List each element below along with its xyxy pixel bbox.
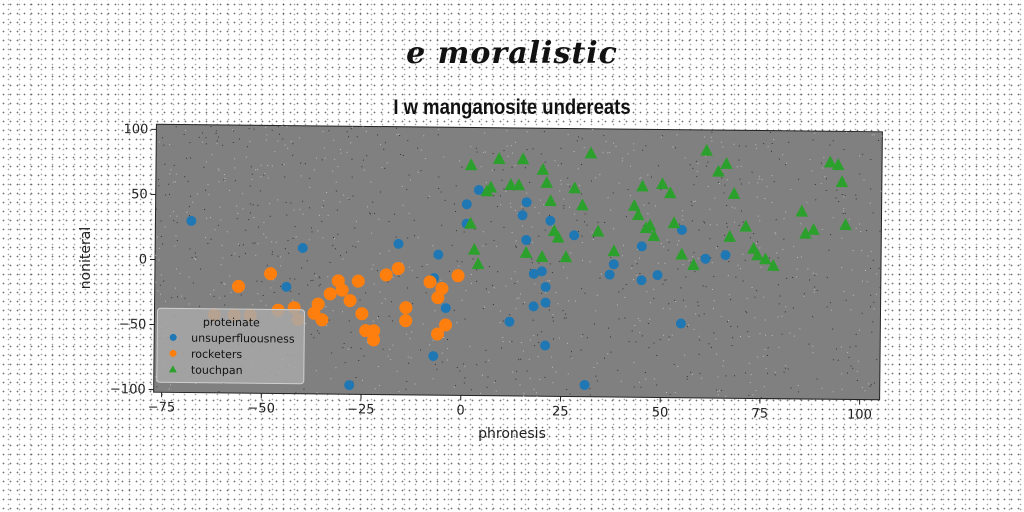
y-tick-label: 100: [123, 122, 148, 137]
x-tick-label: −50: [247, 401, 275, 416]
y-tick-label: 50: [131, 187, 148, 202]
x-tick-label: −75: [148, 400, 176, 415]
legend-label-unsuperfluousness: unsuperfluousness: [191, 332, 295, 346]
x-tick-label: 25: [552, 404, 569, 419]
x-tick-label: 50: [652, 405, 669, 420]
x-axis-label: phronesis: [478, 426, 546, 442]
x-tick-label: 100: [847, 407, 872, 422]
y-tick-label: −100: [110, 382, 146, 397]
y-tick-label: −50: [119, 317, 147, 332]
y-tick-label: 0: [139, 252, 147, 267]
legend-title: proteinate: [203, 316, 260, 330]
x-tick-label: −25: [347, 402, 375, 417]
x-tick-label: 75: [751, 406, 768, 421]
legend-label-rocketers: rocketers: [191, 348, 243, 362]
chart-rotated-group: −75 −50 −25 0 25 50 75 100 −100 −50 0 50 100 protein…: [110, 122, 883, 423]
legend-label-touchpan: touchpan: [191, 364, 243, 378]
y-axis-label: noniteral: [78, 227, 94, 290]
x-tick-label: 0: [456, 403, 464, 418]
legend: proteinate unsuperfluousness rocketers t…: [157, 308, 305, 384]
